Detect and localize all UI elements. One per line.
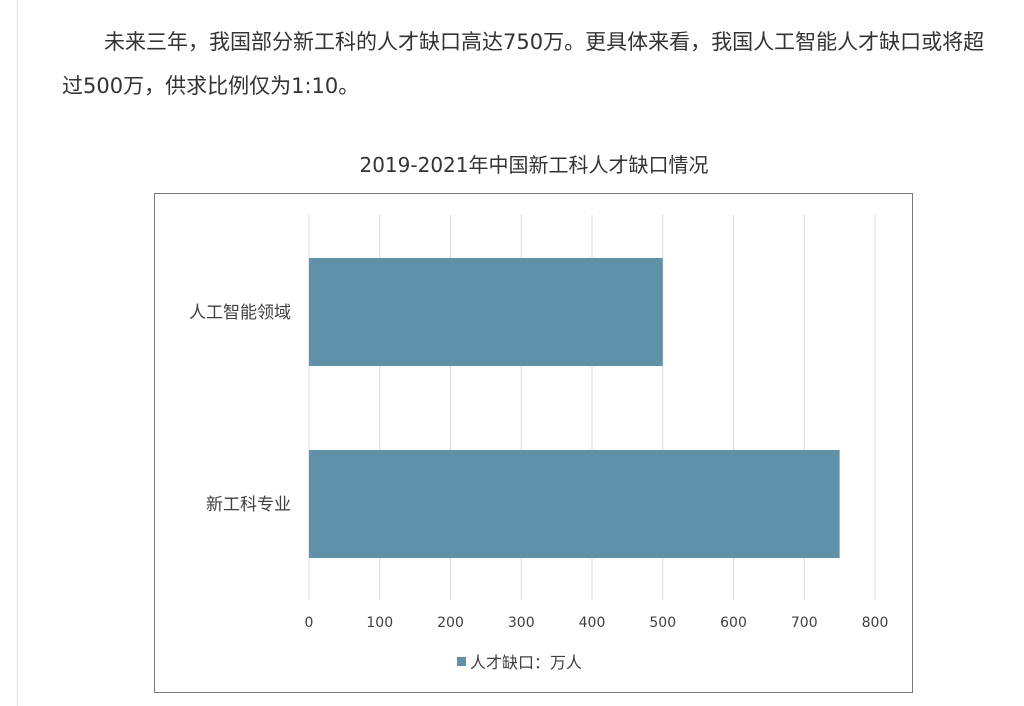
chart-title: 2019-2021年中国新工科人才缺口情况 (359, 153, 709, 177)
x-axis-ticks: 0 100 200 300 400 500 600 700 800 (305, 615, 889, 631)
legend: 人才缺口：万人 (457, 653, 582, 672)
legend-swatch (457, 657, 466, 666)
x-tick-label: 0 (305, 615, 314, 631)
bar (309, 450, 840, 558)
x-tick-label: 300 (508, 615, 535, 631)
chart-frame (154, 193, 913, 693)
x-tick-label: 100 (366, 615, 393, 631)
x-tick-label: 200 (437, 615, 464, 631)
x-tick-label: 500 (649, 615, 676, 631)
page-left-border (17, 0, 18, 706)
legend-label: 人才缺口：万人 (470, 653, 582, 672)
x-tick-label: 600 (720, 615, 747, 631)
bars (309, 258, 840, 558)
x-tick-label: 800 (862, 615, 889, 631)
x-tick-label: 700 (791, 615, 818, 631)
bar (309, 258, 663, 366)
article-paragraph: 未来三年，我国部分新工科的人才缺口高达750万。更具体来看，我国人工智能人才缺口… (62, 30, 985, 98)
category-label: 新工科专业 (206, 495, 291, 515)
category-label: 人工智能领域 (189, 303, 291, 323)
x-tick-label: 400 (579, 615, 606, 631)
